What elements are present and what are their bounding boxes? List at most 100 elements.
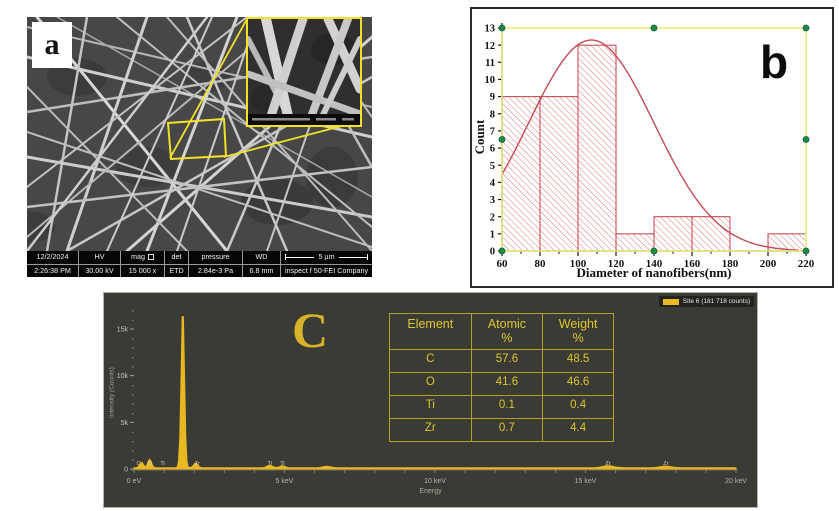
x-tick-label-120: 120 — [608, 258, 625, 270]
peak-label-Ti: Ti — [160, 461, 164, 467]
selection-handle — [498, 24, 506, 32]
x-tick-label-180: 180 — [722, 258, 739, 270]
scale-bar-end-tick — [285, 254, 286, 261]
sem-image-panel: a — [27, 17, 372, 277]
peak-label-C: C — [137, 461, 141, 467]
x-tick-label-80: 80 — [535, 258, 547, 270]
y-tick-label-12: 12 — [485, 41, 496, 52]
spec-y-tick-label-5k: 5k — [121, 420, 129, 427]
panel-b-label: b — [760, 36, 789, 88]
legend-color-swatch — [662, 298, 679, 305]
sem-info-bar: 12/2/2024 HV mag det pressure WD 5 µm 2:26:38 P… — [27, 251, 372, 277]
panel-a-label: a — [32, 22, 72, 68]
info-cell-12-2-2024: 12/2/2024 — [27, 251, 79, 264]
peak-label-Ti: Ti — [280, 461, 284, 467]
sem-inset-image — [248, 19, 360, 125]
info-cell-pressure: pressure — [189, 251, 243, 264]
spec-x-tick-label-0-eV: 0 eV — [127, 478, 142, 485]
y-tick-label-7: 7 — [490, 127, 495, 138]
element-composition-table: Element Atomic% Weight% C 57.6 48.5 O 41.6 46.6 T… — [389, 313, 614, 442]
info-cell-det: det — [165, 251, 189, 264]
peak-label-Ti: Ti — [268, 461, 272, 467]
info-cell-mag: mag — [121, 251, 165, 264]
y-tick-label-4: 4 — [490, 178, 496, 189]
spec-y-tick-label-0: 0 — [124, 467, 128, 474]
y-tick-label-5: 5 — [490, 161, 495, 172]
spec-y-minor-tick — [132, 366, 134, 368]
scale-bar-line — [286, 256, 315, 258]
inset-connector-line — [169, 18, 248, 159]
hist-bar-60-80 — [501, 96, 541, 252]
selection-handle — [498, 247, 506, 255]
weight-pct-cell: 0.4 — [542, 395, 614, 419]
x-tick-label-220: 220 — [798, 258, 815, 270]
x-tick-label-140: 140 — [646, 258, 663, 270]
atomic-pct-cell: 41.6 — [470, 372, 544, 396]
info-bar-row: 2:26:38 PM 30.00 kV 15 000 x ETD 2.84e-3 Pa 6… — [27, 264, 372, 277]
x-tick-label-100: 100 — [570, 258, 587, 270]
hist-bar-100-120 — [577, 44, 617, 252]
scale-bar: 5 µm — [281, 251, 372, 263]
selection-handle — [802, 24, 810, 32]
y-tick-label-3: 3 — [490, 195, 495, 206]
spec-y-minor-tick — [132, 450, 134, 452]
info-bar-row: 12/2/2024 HV mag det pressure WD 5 µm — [27, 251, 372, 265]
y-tick-label-2: 2 — [490, 212, 495, 223]
spec-x-tick-label-5-keV: 5 keV — [276, 478, 294, 485]
y-tick-label-1: 1 — [490, 229, 495, 240]
eds-spectrum-panel: 0 5k 10k 15k 0 eV 5 keV 10 keV 15 keV 20 keV C O Ti… — [103, 292, 758, 508]
y-tick-label-0: 0 — [490, 247, 495, 258]
element-row-ti: Ti 0.1 0.4 — [389, 395, 614, 419]
info-cell-etd: ETD — [165, 264, 189, 277]
spec-y-minor-tick — [132, 357, 134, 359]
inset-connector-line — [223, 121, 358, 158]
header-cell-weight: Weight% — [542, 313, 614, 350]
selection-handle — [650, 247, 658, 255]
info-cell-2-84e-3-pa: 2.84e-3 Pa — [189, 264, 243, 277]
element-name-cell: Zr — [389, 418, 472, 442]
weight-pct-cell: 4.4 — [542, 418, 614, 442]
spec-y-minor-tick — [132, 310, 134, 312]
info-cell-6-8-mm: 6.8 mm — [243, 264, 281, 277]
weight-pct-cell: 48.5 — [542, 349, 614, 373]
hist-bar-120-140 — [615, 233, 655, 252]
spec-y-minor-tick — [132, 403, 134, 405]
inset-callout-overlay — [166, 18, 358, 161]
selection-handle — [802, 136, 810, 143]
mag-mode-icon — [147, 254, 154, 261]
atomic-pct-cell: 0.1 — [470, 395, 544, 419]
scale-bar-end-tick — [367, 254, 368, 261]
spec-y-minor-tick — [132, 319, 134, 321]
spec-x-tick-label-20-keV: 20 keV — [725, 478, 747, 485]
hist-bar-80-100 — [539, 96, 579, 252]
scale-bar-cell: 5 µm — [281, 251, 372, 264]
element-row-c: C 57.6 48.5 — [389, 349, 614, 373]
info-cell-2-26-38-pm: 2:26:38 PM — [27, 264, 79, 277]
y-tick-label-6: 6 — [490, 144, 495, 155]
selection-handle — [650, 24, 658, 32]
hist-bar-160-180 — [691, 216, 731, 252]
y-tick-label-9: 9 — [490, 92, 495, 103]
sem-inset — [246, 17, 362, 127]
spec-y-minor-tick — [132, 431, 134, 433]
spec-y-minor-tick — [132, 459, 134, 461]
spec-x-tick-label-10-keV: 10 keV — [424, 478, 446, 485]
header-cell-element: Element — [389, 313, 472, 350]
scale-bar-line — [338, 256, 367, 258]
peak-label-O: O — [148, 461, 153, 467]
spec-y-minor-tick — [132, 394, 134, 396]
header-cell-atomic: Atomic% — [470, 313, 544, 350]
element-row-o: O 41.6 46.6 — [389, 372, 614, 396]
info-cell-15-000-x: 15 000 x — [121, 264, 165, 277]
spectrum-trace — [133, 316, 737, 470]
hist-y-axis-title: Count — [472, 119, 487, 155]
scale-bar-label: 5 µm — [318, 252, 335, 262]
hist-bar-140-160 — [653, 216, 693, 252]
spec-y-tick-label-15k: 15k — [117, 327, 129, 334]
atomic-pct-cell: 57.6 — [470, 349, 544, 373]
x-tick-label-160: 160 — [684, 258, 701, 270]
legend-label: Site 6 (181 718 counts) — [682, 298, 750, 305]
selection-handle — [802, 247, 810, 255]
